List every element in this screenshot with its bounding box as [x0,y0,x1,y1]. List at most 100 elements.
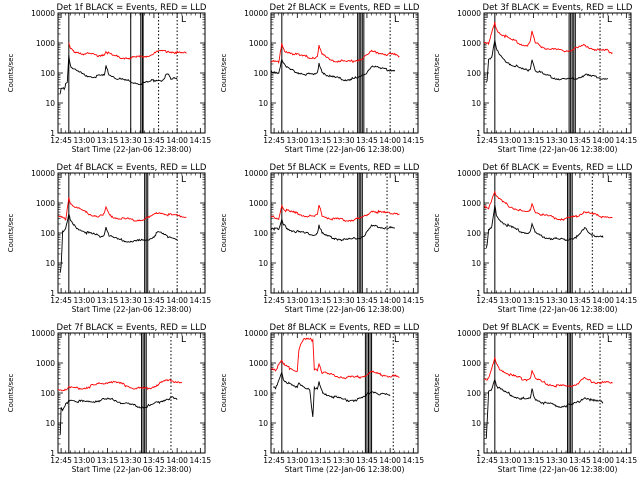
plot-area [271,173,400,293]
x-tick-label: 13:00 [499,296,521,305]
chart-svg: Det 3f BLACK = Events, RED = LLD 1 10 100 10… [433,3,637,154]
x-tick-label: 13:45 [356,296,378,305]
y-tick-label: 100 [41,229,56,238]
x-tick-label: 13:45 [143,136,165,145]
events-series-line [485,40,609,83]
plot-frame [57,332,206,454]
y-axis-label: Counts/sec [433,54,441,93]
x-tick-label: 14:15 [403,456,425,465]
x-tick-label: 13:45 [569,296,591,305]
corner-mark: L [394,15,399,25]
plot-frame [270,12,419,134]
plot-frame [270,172,419,294]
events-series-line [485,205,604,249]
x-tick-label: 13:00 [499,136,521,145]
y-tick-label: 1 [263,449,268,458]
y-tick-label: 1 [50,289,55,298]
x-tick-label: 14:00 [379,296,401,305]
chart-svg: Det 6f BLACK = Events, RED = LLD 1 10 100 10… [433,163,638,314]
events-series-line [59,395,178,435]
chart-title: Det 9f BLACK = Events, RED = LLD [483,323,633,333]
y-axis-label: Counts/sec [433,214,441,253]
y-tick-label: 10 [258,419,268,428]
y-tick-label: 1000 [462,359,481,368]
y-tick-label: 1000 [36,39,55,48]
plot-frame [483,172,632,294]
detector-panel-8: Det 8f BLACK = Events, RED = LLD 1 10 100 10… [213,320,426,480]
x-tick-label: 14:15 [190,456,212,465]
detector-panel-3: Det 3f BLACK = Events, RED = LLD 1 10 100 10… [426,0,639,160]
x-tick-label: 13:15 [310,456,332,465]
y-axis-label: Counts/sec [7,374,15,413]
detector-panel-7: Det 7f BLACK = Events, RED = LLD 1 10 100 10… [0,320,213,480]
plot-area [484,333,613,453]
x-tick-label: 14:00 [166,456,188,465]
chart-title: Det 4f BLACK = Events, RED = LLD [57,163,207,173]
x-tick-label: 12:45 [476,136,498,145]
x-tick-label: 13:45 [569,456,591,465]
y-tick-label: 10 [45,259,55,268]
plot-area [59,13,187,133]
plot-area [484,173,613,293]
x-tick-label: 13:15 [310,136,332,145]
x-tick-label: 14:00 [592,296,614,305]
x-tick-label: 13:00 [499,456,521,465]
x-tick-label: 14:15 [190,296,212,305]
y-tick-label: 10 [471,259,481,268]
lld-series-line [271,42,400,65]
detector-panel-6: Det 6f BLACK = Events, RED = LLD 1 10 100 10… [426,160,639,320]
chart-svg: Det 8f BLACK = Events, RED = LLD 1 10 100 10… [220,323,425,474]
y-tick-label: 100 [41,69,56,78]
x-tick-label: 13:00 [73,136,95,145]
y-tick-label: 10000 [457,329,481,338]
x-tick-label: 13:30 [546,456,568,465]
y-axis-label: Counts/sec [433,374,441,413]
chart-title: Det 7f BLACK = Events, RED = LLD [57,323,207,333]
chart-title: Det 3f BLACK = Events, RED = LLD [483,3,633,13]
x-axis-label: Start Time (22-Jan-06 12:38:00) [498,305,618,314]
detector-panel-4: Det 4f BLACK = Events, RED = LLD 1 10 100 10… [0,160,213,320]
x-tick-label: 13:00 [73,456,95,465]
x-tick-label: 14:15 [616,296,638,305]
y-tick-label: 100 [467,389,482,398]
x-tick-label: 13:15 [523,296,545,305]
lld-series-line [68,42,187,60]
y-axis-label: Counts/sec [220,54,228,93]
x-tick-label: 13:00 [286,296,308,305]
y-tick-label: 10 [471,99,481,108]
y-tick-label: 100 [254,69,269,78]
x-tick-label: 12:45 [50,456,72,465]
corner-mark: L [607,15,612,25]
x-tick-label: 13:15 [523,456,545,465]
x-tick-label: 12:45 [263,296,285,305]
lld-series-line [484,190,613,221]
chart-svg: Det 2f BLACK = Events, RED = LLD 1 10 100 10… [220,3,424,154]
y-tick-label: 100 [254,389,269,398]
x-tick-label: 13:30 [333,136,355,145]
lld-series-line [271,337,400,380]
x-tick-label: 13:30 [333,456,355,465]
x-axis-label: Start Time (22-Jan-06 12:38:00) [72,465,192,474]
x-axis-label: Start Time (22-Jan-06 12:38:00) [285,145,405,154]
y-tick-label: 1 [263,289,268,298]
x-tick-label: 14:00 [592,136,614,145]
lld-series-line [484,22,613,55]
y-tick-label: 100 [254,229,269,238]
x-axis-label: Start Time (22-Jan-06 12:38:00) [498,145,618,154]
y-tick-label: 10 [45,419,55,428]
x-tick-label: 14:00 [592,456,614,465]
y-tick-label: 1 [476,289,481,298]
plot-frame [483,332,632,454]
events-series-line [273,371,391,417]
lld-series-line [271,204,400,223]
x-tick-label: 13:45 [569,136,591,145]
plot-frame [270,332,419,454]
x-tick-label: 13:15 [97,456,119,465]
y-tick-label: 1 [476,129,481,138]
detector-panel-9: Det 9f BLACK = Events, RED = LLD 1 10 100 10… [426,320,639,480]
chart-title: Det 1f BLACK = Events, RED = LLD [57,3,207,13]
x-tick-label: 13:30 [546,136,568,145]
x-tick-label: 13:45 [143,296,165,305]
chart-svg: Det 4f BLACK = Events, RED = LLD 1 10 100 10… [7,163,212,314]
corner-mark: L [394,175,399,185]
